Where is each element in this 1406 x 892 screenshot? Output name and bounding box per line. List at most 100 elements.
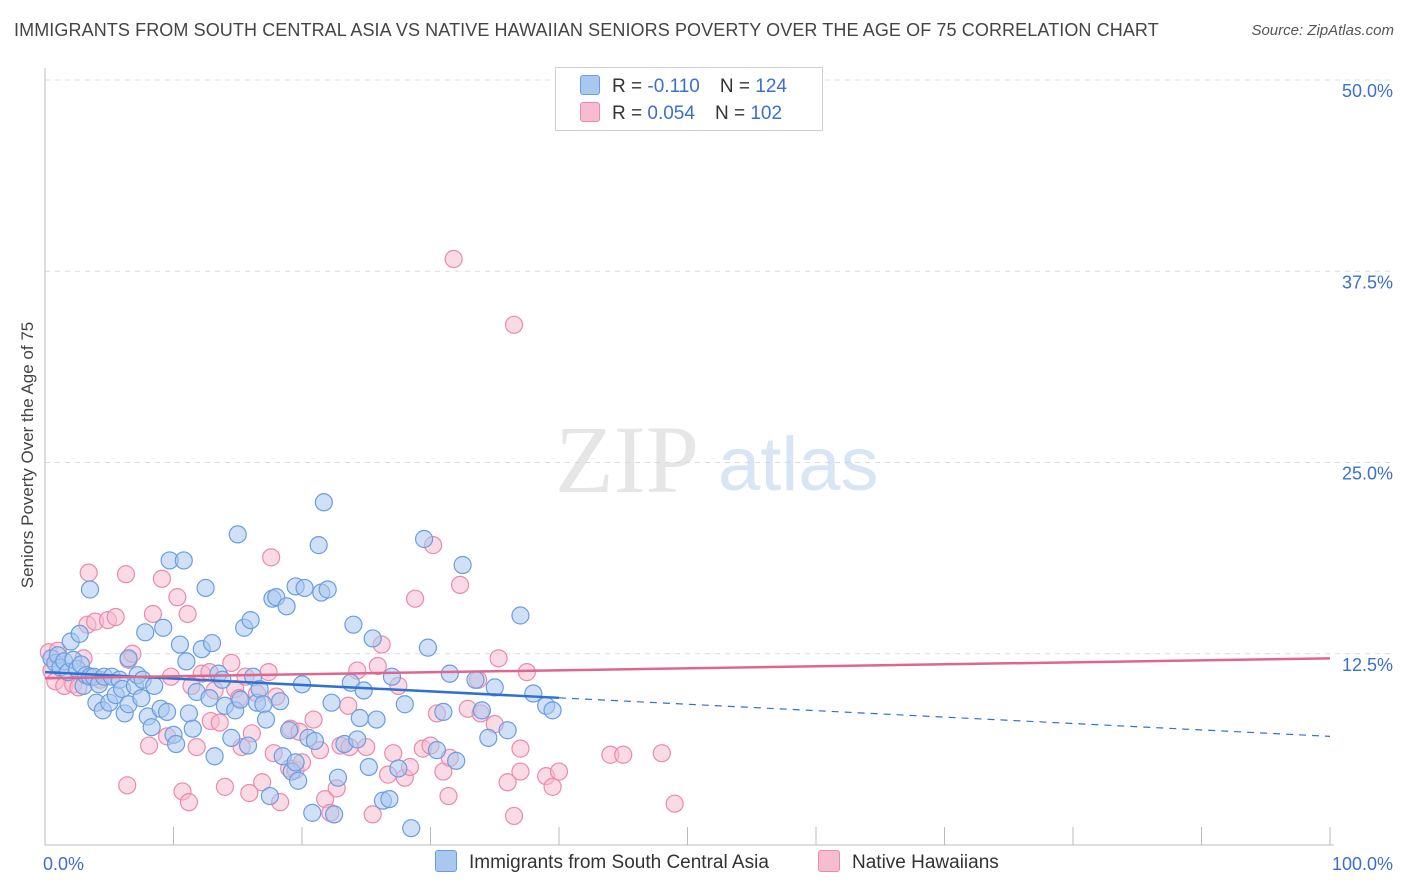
point-south-central-asia (260, 786, 279, 806)
point-south-central-asia (174, 551, 193, 570)
point-south-central-asia (200, 689, 219, 708)
point-native-hawaiian (168, 588, 187, 607)
point-south-central-asia (170, 635, 190, 654)
point-native-hawaiian (106, 607, 125, 627)
point-south-central-asia (418, 638, 438, 657)
point-native-hawaiian (210, 713, 229, 732)
point-native-hawaiian (240, 783, 259, 803)
trend-line-pink (44, 657, 1331, 680)
point-native-hawaiian (179, 793, 199, 812)
point-south-central-asia (80, 580, 100, 599)
point-south-central-asia (119, 649, 138, 668)
legend-row-blue: R = -0.110 N = 124 (580, 74, 787, 100)
point-south-central-asia (132, 689, 151, 708)
grid-lines (45, 79, 1390, 655)
pink-swatch (580, 101, 600, 122)
y-tick-label: 37.5% (1342, 272, 1393, 292)
point-south-central-asia (543, 701, 562, 720)
point-native-hawaiian (368, 656, 387, 676)
point-native-hawaiian (118, 776, 137, 795)
pink-swatch (818, 850, 840, 872)
point-native-hawaiian (665, 794, 684, 813)
r-label: R = (612, 103, 643, 124)
point-south-central-asia (179, 704, 199, 723)
point-south-central-asia (367, 710, 386, 729)
point-south-central-asia (177, 652, 196, 671)
point-south-central-asia (485, 678, 504, 697)
point-south-central-asia (402, 819, 421, 838)
axes (44, 68, 1334, 846)
tick-labels: 12.5% 25.0% 37.5% 50.0% 0.0% 100.0% (43, 81, 1393, 874)
point-south-central-asia (359, 757, 378, 777)
n-value-pink: 102 (750, 103, 783, 124)
trend-lines (44, 657, 1331, 737)
point-south-central-asia (289, 771, 308, 790)
point-native-hawaiian (253, 773, 272, 792)
point-south-central-asia (511, 606, 530, 625)
legend-row-pink: R = 0.054 N = 102 (580, 101, 783, 127)
watermark-zip: ZIP (555, 406, 699, 513)
point-south-central-asia (414, 529, 434, 549)
point-south-central-asia (389, 759, 408, 778)
point-south-central-asia (136, 623, 155, 642)
point-native-hawaiian (143, 604, 163, 624)
watermark-atlas: atlas (718, 422, 879, 507)
series-south-central-asia (42, 493, 562, 838)
point-south-central-asia (231, 690, 250, 709)
point-south-central-asia (350, 708, 369, 728)
r-label: R = (612, 76, 643, 97)
point-south-central-asia (271, 692, 290, 711)
point-native-hawaiian (450, 575, 470, 595)
legend-label: Immigrants from South Central Asia (469, 852, 769, 874)
point-native-hawaiian (489, 649, 508, 668)
point-south-central-asia (440, 664, 459, 683)
chart-title: IMMIGRANTS FROM SOUTH CENTRAL ASIA VS NA… (14, 20, 1159, 40)
point-south-central-asia (205, 747, 224, 766)
point-south-central-asia (142, 718, 161, 737)
r-value-pink: 0.054 (647, 103, 695, 124)
point-south-central-asia (354, 681, 373, 700)
point-south-central-asia (427, 741, 447, 760)
point-south-central-asia (434, 702, 453, 721)
r-value-blue: -0.110 (647, 76, 700, 97)
point-south-central-asia (318, 580, 337, 599)
point-south-central-asia (305, 731, 324, 751)
point-native-hawaiian (187, 737, 206, 757)
point-native-hawaiian (262, 548, 281, 567)
point-native-hawaiian (304, 710, 323, 729)
point-south-central-asia (363, 629, 382, 648)
point-south-central-asia (183, 719, 202, 738)
point-native-hawaiian (79, 563, 98, 582)
y-tick-label: 12.5% (1342, 655, 1393, 675)
legend-item-native-hawaiians[interactable]: Native Hawaiians (818, 850, 999, 874)
point-south-central-asia (166, 734, 186, 754)
point-south-central-asia (472, 701, 491, 720)
source-label: Source: ZipAtlas.com (1251, 22, 1394, 39)
point-south-central-asia (325, 805, 344, 824)
point-native-hawaiian (152, 569, 172, 588)
point-south-central-asia (228, 525, 247, 544)
point-native-hawaiian (504, 315, 524, 334)
point-south-central-asia (196, 578, 215, 598)
point-native-hawaiian (384, 744, 403, 763)
point-native-hawaiian (504, 806, 524, 826)
point-south-central-asia (524, 684, 543, 703)
point-south-central-asia (154, 618, 173, 637)
correlation-legend: R = -0.110 N = 124 R = 0.054 N = 102 (555, 67, 823, 131)
point-south-central-asia (202, 633, 222, 653)
point-native-hawaiian (498, 773, 517, 792)
point-south-central-asia (222, 728, 241, 748)
blue-swatch (435, 850, 457, 872)
point-native-hawaiian (511, 762, 530, 781)
point-south-central-asia (309, 536, 328, 555)
point-south-central-asia (280, 721, 299, 740)
point-south-central-asia (70, 624, 89, 643)
trend-line-blue-dashed (558, 697, 1331, 737)
n-label: N = (714, 103, 746, 124)
point-south-central-asia (286, 753, 305, 772)
point-native-hawaiian (543, 777, 562, 796)
point-south-central-asia (447, 751, 466, 770)
point-south-central-asia (453, 555, 472, 575)
blue-swatch (580, 74, 600, 95)
legend-item-south-central-asia[interactable]: Immigrants from South Central Asia (435, 850, 769, 874)
